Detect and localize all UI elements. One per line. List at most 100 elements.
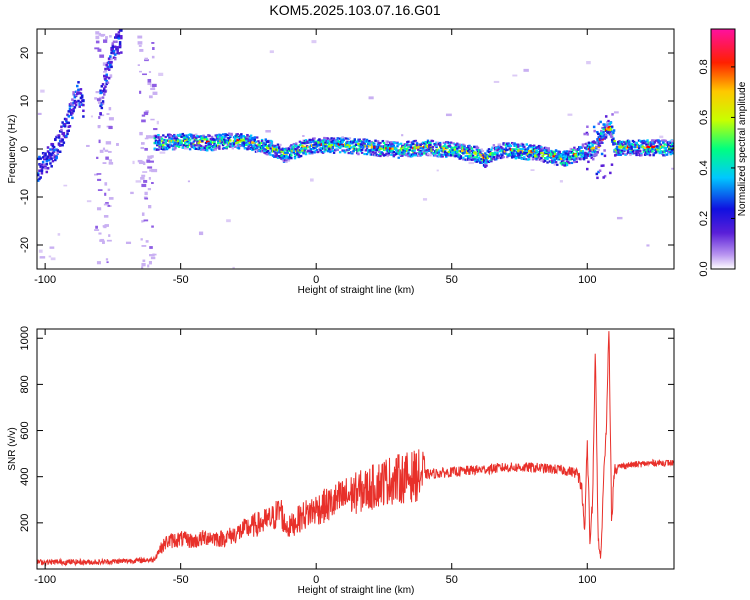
ridge-cell: [449, 153, 453, 157]
noise-cell: [141, 183, 147, 188]
spike-cell: [606, 131, 610, 134]
band-cell: [39, 176, 42, 179]
ridge-cell: [557, 153, 560, 156]
colorbar-tick-label: 0.4: [698, 160, 710, 175]
ridge-cell: [257, 143, 260, 146]
ridge-cell: [164, 135, 167, 139]
ridge-cell: [406, 149, 409, 152]
ridge-cell: [586, 146, 589, 149]
noise-cell: [269, 50, 274, 54]
band-cell: [115, 40, 118, 44]
ridge-cell: [582, 158, 586, 161]
ridge-cell: [352, 149, 355, 153]
band-cell: [120, 51, 123, 54]
ridge-cell: [635, 142, 638, 145]
noise-cell: [143, 161, 146, 166]
ridge-cell: [154, 141, 158, 145]
ridge-cell: [599, 132, 603, 135]
ridge-cell: [484, 155, 487, 159]
ridge-cell: [479, 151, 482, 154]
ridge-cell: [629, 145, 632, 148]
band-cell: [109, 63, 112, 67]
ridge-cell: [358, 147, 361, 151]
band-cell: [44, 154, 47, 157]
ridge-cell: [536, 151, 539, 154]
ridge-cell: [192, 140, 195, 143]
band-cell: [103, 92, 106, 95]
ridge-cell: [279, 155, 282, 158]
ridge-cell: [379, 152, 382, 155]
ridge-cell: [312, 137, 315, 140]
ridge-cell: [624, 148, 627, 151]
ridge-cell: [650, 150, 653, 153]
ridge-cell: [304, 139, 308, 142]
spike-cell: [593, 154, 596, 157]
noise-cell: [147, 78, 152, 83]
band-cell: [38, 169, 41, 172]
ridge-cell: [519, 150, 522, 153]
ridge-cell: [475, 148, 478, 151]
ridge-cell: [370, 140, 374, 144]
ridge-cell: [437, 153, 441, 156]
ridge-cell: [492, 144, 496, 147]
ridge-cell: [526, 155, 530, 158]
ridge-cell: [499, 155, 503, 158]
ridge-cell: [179, 143, 182, 146]
ridge-cell: [532, 144, 536, 148]
ridge-cell: [284, 159, 287, 162]
ridge-cell: [195, 147, 198, 150]
ridge-cell: [656, 139, 659, 142]
ridge-cell: [664, 149, 668, 153]
ridge-cell: [458, 146, 461, 149]
spike-cell: [593, 129, 596, 133]
ridge-cell: [392, 150, 396, 154]
ridge-cell: [470, 147, 474, 150]
noise-cell: [94, 229, 99, 231]
ridge-cell: [403, 143, 407, 146]
ridge-cell: [180, 143, 183, 146]
ridge-cell: [537, 152, 541, 156]
ridge-cell: [428, 144, 431, 147]
spectrogram-xlabel: Height of straight line (km): [298, 285, 415, 296]
ridge-cell: [384, 153, 387, 157]
ridge-cell: [453, 143, 457, 146]
ridge-cell: [369, 151, 372, 154]
ridge-cell: [645, 143, 648, 146]
ridge-cell: [170, 137, 174, 140]
ridge-cell: [390, 145, 393, 148]
ridge-cell: [407, 145, 410, 148]
band-cell: [65, 118, 68, 121]
ridge-cell: [213, 148, 216, 151]
ridge-cell: [531, 154, 535, 158]
ridge-cell: [374, 139, 377, 142]
ridge-cell: [541, 155, 544, 158]
ridge-cell: [401, 148, 404, 151]
ridge-cell: [286, 149, 289, 152]
ridge-cell: [190, 134, 193, 138]
ridge-cell: [460, 146, 464, 150]
ridge-cell: [358, 140, 361, 143]
band-cell: [37, 172, 40, 175]
ridge-cell: [521, 143, 525, 146]
ridge-cell: [568, 161, 571, 165]
ridge-cell: [242, 138, 246, 141]
ridge-cell: [318, 138, 321, 141]
ridge-cell: [166, 147, 170, 150]
band-cell: [40, 172, 44, 175]
noise-cell: [152, 91, 158, 95]
ridge-cell: [248, 141, 252, 145]
ridge-cell: [429, 154, 432, 157]
ridge-cell: [431, 148, 435, 151]
ridge-cell: [153, 141, 156, 145]
ridge-cell: [467, 156, 470, 159]
ridge-cell: [643, 146, 647, 150]
ridge-cell: [409, 144, 413, 147]
ridge-cell: [487, 150, 491, 154]
ridge-cell: [529, 146, 532, 149]
ridge-cell: [157, 148, 160, 151]
ridge-cell: [409, 155, 413, 158]
ridge-cell: [610, 140, 614, 143]
ridge-cell: [541, 149, 544, 152]
ridge-cell: [609, 128, 613, 132]
